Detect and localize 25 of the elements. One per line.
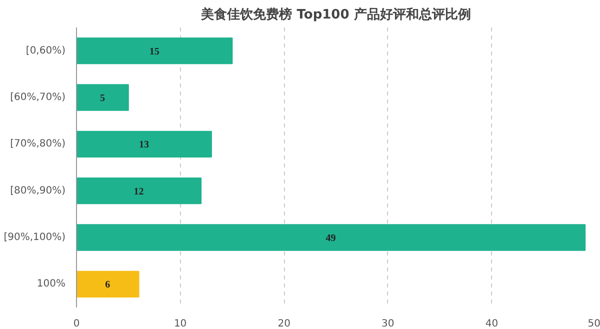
y-tick-label: [0,60%) xyxy=(26,45,66,56)
bar xyxy=(76,178,202,204)
y-tick-label: [80%,90%) xyxy=(10,185,66,196)
x-tick-label: 0 xyxy=(73,318,80,329)
bar xyxy=(76,224,586,251)
y-tick-label: 100% xyxy=(36,278,66,290)
y-tick-label: [60%,70%) xyxy=(10,92,66,103)
x-tick-label: 50 xyxy=(588,318,600,329)
data-label: 5 xyxy=(100,93,105,104)
data-label: 12 xyxy=(134,186,144,198)
x-tick-label: 30 xyxy=(382,318,394,329)
bar xyxy=(76,130,212,158)
x-tick-label: 20 xyxy=(278,318,290,329)
bar xyxy=(76,270,140,298)
bar xyxy=(76,84,129,111)
bar xyxy=(76,38,233,64)
data-label: 49 xyxy=(326,233,336,244)
data-label: 13 xyxy=(138,140,149,151)
y-tick-label: [70%,80%) xyxy=(10,138,66,150)
data-label: 6 xyxy=(105,280,110,291)
data-label: 15 xyxy=(149,46,160,58)
x-tick-label: 40 xyxy=(485,318,498,329)
chart-title: 美食佳饮免费榜 Top100 产品好评和总评比例 xyxy=(200,6,471,22)
y-tick-label: [90%,100%) xyxy=(4,232,66,243)
x-tick-label: 10 xyxy=(174,318,187,329)
